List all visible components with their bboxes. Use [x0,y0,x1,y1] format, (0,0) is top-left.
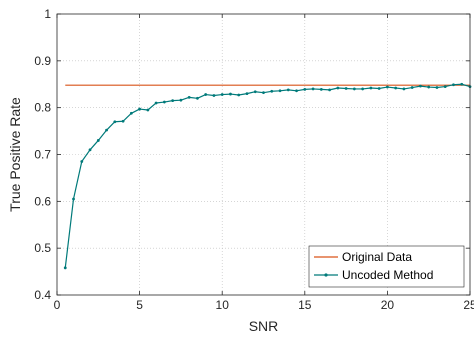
data-point-uncoded-method [361,87,365,91]
data-point-uncoded-method [328,88,331,92]
data-point-uncoded-method [187,95,191,99]
data-point-uncoded-method [229,92,232,96]
x-tick-label: 20 [381,298,395,312]
data-point-uncoded-method [262,91,265,95]
data-point-uncoded-method [154,101,158,105]
data-point-uncoded-method [319,88,323,91]
data-point-uncoded-method [303,88,307,91]
data-point-uncoded-method [162,100,166,104]
y-tick-label: 0.4 [34,288,51,302]
x-tick-label: 25 [463,298,474,312]
data-point-uncoded-method [88,148,92,152]
data-point-uncoded-method [121,119,125,123]
data-point-uncoded-method [427,85,431,89]
data-point-uncoded-method [105,128,108,132]
legend-label-uncoded-method: Uncoded Method [342,268,433,282]
data-point-uncoded-method [452,83,455,87]
data-point-uncoded-method [204,93,208,96]
data-point-uncoded-method [311,87,315,91]
data-point-uncoded-method [419,84,422,88]
legend-label-original-data: Original Data [342,250,412,264]
data-point-uncoded-method [443,85,447,88]
data-point-uncoded-method [171,99,175,103]
data-point-uncoded-method [352,87,356,91]
data-point-uncoded-method [369,86,373,90]
data-point-uncoded-method [344,87,348,90]
x-tick-label: 10 [216,298,230,312]
data-point-uncoded-method [435,86,439,89]
data-point-uncoded-method [270,89,274,93]
y-tick-label: 0.5 [34,241,51,255]
data-point-uncoded-method [63,266,67,270]
data-point-uncoded-method [460,82,464,86]
data-point-uncoded-method [253,90,257,94]
data-point-uncoded-method [96,139,100,142]
data-point-uncoded-method [295,89,298,93]
data-point-uncoded-method [129,111,133,115]
data-point-uncoded-method [336,86,340,90]
data-point-uncoded-method [212,94,216,97]
data-point-uncoded-method [286,88,290,92]
data-point-uncoded-method [402,87,406,91]
data-point-uncoded-method [278,89,282,93]
data-point-uncoded-method [72,197,75,201]
data-point-uncoded-method [386,85,389,89]
data-point-uncoded-method [220,93,224,96]
legend-marker-uncoded-method [324,273,328,277]
data-point-uncoded-method [113,120,117,124]
x-tick-label: 5 [136,298,143,312]
y-tick-label: 0.7 [34,148,51,162]
y-axis-label: True Positive Rate [7,97,23,212]
data-point-uncoded-method [394,86,398,90]
y-tick-label: 0.9 [34,54,51,68]
data-point-uncoded-method [196,96,199,100]
legend: Original Data Uncoded Method [308,245,465,288]
data-point-uncoded-method [377,87,381,90]
data-point-uncoded-method [146,108,150,112]
data-point-uncoded-method [245,92,249,96]
axis-ticks: 0 5 10 15 20 25 0.4 0.5 0.6 0.7 0.8 0.9 1 [34,7,474,312]
data-point-uncoded-method [179,98,183,102]
data-point-uncoded-method [138,107,142,111]
y-tick-label: 0.6 [34,194,51,208]
y-tick-label: 0.8 [34,101,51,115]
x-tick-label: 0 [54,298,61,312]
series-layer [63,82,472,270]
data-point-uncoded-method [410,86,414,89]
data-point-uncoded-method [80,160,84,163]
x-axis-label: SNR [249,318,279,334]
legend-box [308,245,465,288]
x-tick-label: 15 [298,298,312,312]
y-tick-label: 1 [44,7,51,21]
data-point-uncoded-method [237,93,241,97]
